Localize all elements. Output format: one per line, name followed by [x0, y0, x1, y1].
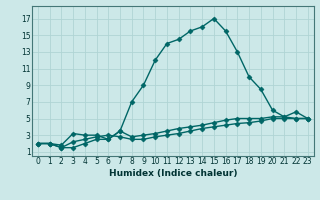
X-axis label: Humidex (Indice chaleur): Humidex (Indice chaleur) [108, 169, 237, 178]
